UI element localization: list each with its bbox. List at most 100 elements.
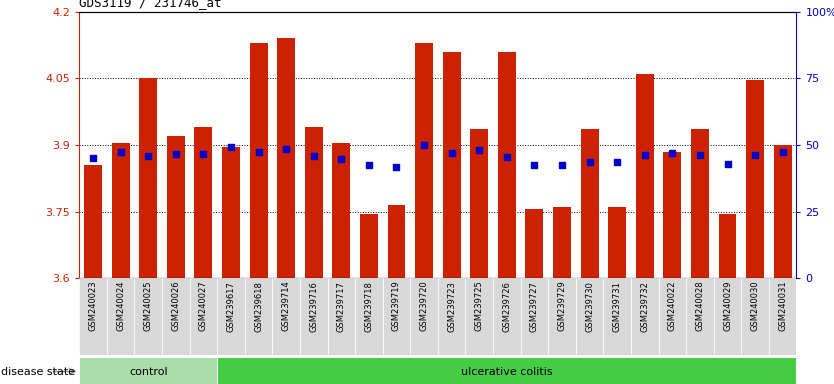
Bar [167, 136, 185, 278]
Bar [244, 278, 273, 355]
Bar [520, 278, 548, 355]
Bar [189, 278, 217, 355]
Text: GSM239732: GSM239732 [641, 281, 649, 331]
Bar [332, 143, 350, 278]
Point [583, 159, 596, 165]
Text: GSM239727: GSM239727 [530, 281, 539, 331]
Text: GSM239714: GSM239714 [282, 281, 290, 331]
Text: GSM240027: GSM240027 [198, 281, 208, 331]
Bar [741, 278, 769, 355]
Point [334, 156, 348, 162]
Bar [217, 278, 244, 355]
Text: GSM240024: GSM240024 [116, 281, 125, 331]
Point [197, 151, 210, 157]
Bar [746, 81, 764, 278]
Text: GSM239720: GSM239720 [420, 281, 429, 331]
Bar [360, 214, 378, 278]
Bar [493, 278, 520, 355]
Bar [139, 78, 157, 278]
Point [279, 146, 293, 152]
Bar [388, 205, 405, 278]
Bar [328, 278, 355, 355]
Bar [217, 357, 796, 384]
Bar [79, 278, 107, 355]
Bar [84, 165, 102, 278]
Bar [273, 278, 300, 355]
Bar [691, 129, 709, 278]
Text: GSM239716: GSM239716 [309, 281, 319, 331]
Text: GSM239729: GSM239729 [557, 281, 566, 331]
Bar [631, 278, 659, 355]
Bar [636, 74, 654, 278]
Bar [663, 152, 681, 278]
Point [555, 161, 569, 167]
Bar [355, 278, 383, 355]
Bar [300, 278, 328, 355]
Point [638, 152, 651, 158]
Bar [112, 143, 129, 278]
Bar [438, 278, 465, 355]
Text: GSM239725: GSM239725 [475, 281, 484, 331]
Text: GSM239731: GSM239731 [613, 281, 621, 331]
Text: GSM240022: GSM240022 [668, 281, 677, 331]
Bar [162, 278, 189, 355]
Text: GDS3119 / 231746_at: GDS3119 / 231746_at [79, 0, 222, 9]
Bar [249, 43, 268, 278]
Bar [222, 147, 240, 278]
Bar [107, 278, 134, 355]
Bar [498, 51, 515, 278]
Text: GSM239617: GSM239617 [227, 281, 235, 331]
Bar [553, 207, 571, 278]
Point [610, 159, 624, 165]
Point [666, 150, 679, 156]
Bar [580, 129, 599, 278]
Point [389, 164, 403, 170]
Point [776, 149, 789, 155]
Bar [686, 278, 714, 355]
Bar [714, 278, 741, 355]
Bar [194, 127, 213, 278]
Bar [277, 38, 295, 278]
Text: GSM239618: GSM239618 [254, 281, 263, 331]
Bar [548, 278, 575, 355]
Text: GSM239723: GSM239723 [447, 281, 456, 331]
Point [693, 152, 706, 158]
Point [142, 153, 155, 159]
Bar [719, 214, 736, 278]
Point [169, 151, 183, 157]
Point [445, 150, 459, 156]
Point [252, 149, 265, 155]
Point [721, 161, 734, 167]
Text: GSM240023: GSM240023 [88, 281, 98, 331]
Text: GSM239730: GSM239730 [585, 281, 594, 331]
Point [362, 162, 375, 168]
Point [87, 155, 100, 161]
Bar [415, 43, 433, 278]
Point [528, 162, 541, 168]
Bar [304, 127, 323, 278]
Point [473, 147, 486, 153]
Text: GSM240030: GSM240030 [751, 281, 760, 331]
Point [114, 149, 128, 155]
Bar [608, 207, 626, 278]
Text: GSM240025: GSM240025 [143, 281, 153, 331]
Text: GSM240026: GSM240026 [171, 281, 180, 331]
Bar [410, 278, 438, 355]
Point [748, 152, 761, 158]
Point [307, 153, 320, 159]
Bar [769, 278, 796, 355]
Bar [443, 51, 460, 278]
Bar [603, 278, 631, 355]
Bar [465, 278, 493, 355]
Bar [659, 278, 686, 355]
Bar [575, 278, 603, 355]
Bar [134, 278, 162, 355]
Text: control: control [129, 366, 168, 377]
Text: GSM240028: GSM240028 [696, 281, 705, 331]
Bar [525, 209, 544, 278]
Text: disease state: disease state [1, 366, 75, 377]
Point [500, 154, 514, 161]
Point [417, 142, 430, 148]
Text: GSM240029: GSM240029 [723, 281, 732, 331]
Text: ulcerative colitis: ulcerative colitis [461, 366, 553, 377]
